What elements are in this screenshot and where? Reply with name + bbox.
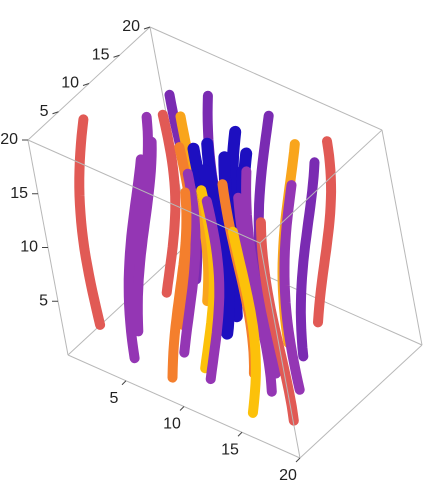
x-tick-label: 5 <box>110 390 119 407</box>
z-tick-label: 20 <box>0 131 18 148</box>
box-edge <box>299 344 423 459</box>
z-tick-label: 5 <box>39 292 48 309</box>
tube-coral <box>74 114 106 330</box>
tube-purple <box>201 196 225 385</box>
x-tick-mark <box>121 380 127 386</box>
y-tick-label: 20 <box>122 18 140 35</box>
tube-purple <box>123 154 146 364</box>
tube-purple <box>233 192 277 397</box>
tube-coral <box>157 109 181 298</box>
x-tick-label: 15 <box>221 441 239 458</box>
y-tick-label: 15 <box>92 46 110 63</box>
box-edge <box>259 242 301 459</box>
box-edge <box>149 26 383 131</box>
y-tick-label: 10 <box>61 75 79 92</box>
x-tick-mark <box>237 431 243 437</box>
x-tick-mark <box>179 406 185 411</box>
y-tick-mark <box>82 83 90 86</box>
z-tick-label: 15 <box>10 185 28 202</box>
x-tick-mark <box>295 457 301 463</box>
tube-violet <box>295 157 320 362</box>
box-edge <box>27 139 261 244</box>
tube-coral <box>313 136 337 328</box>
box-edge <box>381 129 423 346</box>
y-tick-mark <box>113 54 120 58</box>
y-tick-mark <box>52 111 59 115</box>
tube-orange <box>167 187 192 383</box>
tube-yellow <box>227 226 261 418</box>
box-edge <box>259 129 383 244</box>
tube-purple <box>132 136 157 337</box>
y-tick-mark <box>143 26 151 30</box>
y-tick-label: 5 <box>40 103 49 120</box>
axis-ticks: 5 10 15 20 5 10 15 20 5 10 15 20 <box>0 18 301 482</box>
tube-purple <box>179 168 201 358</box>
tube-series <box>74 89 337 426</box>
x-tick-label: 10 <box>163 416 181 433</box>
x-tick-label: 20 <box>279 467 297 482</box>
z-tick-label: 10 <box>20 239 38 256</box>
